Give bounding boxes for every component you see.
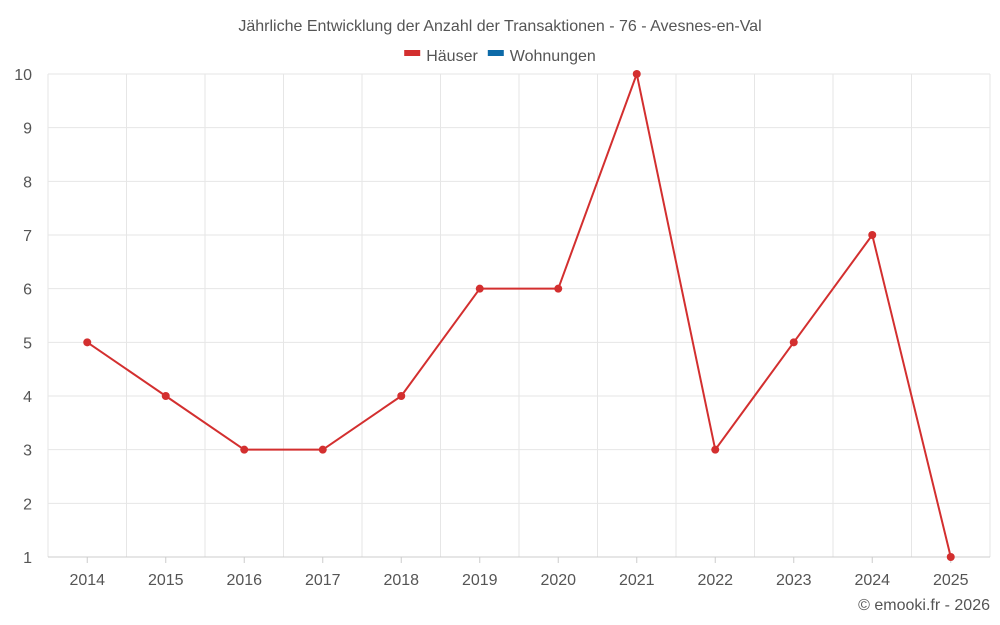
legend-label: Wohnungen: [510, 48, 596, 65]
data-point[interactable]: [475, 284, 484, 293]
x-tick-label: 2016: [226, 572, 262, 589]
data-point[interactable]: [318, 445, 327, 454]
y-tick-label: 3: [23, 443, 32, 460]
series-line-0: [86, 73, 952, 558]
y-tick-label: 1: [23, 550, 32, 567]
data-point[interactable]: [161, 392, 170, 400]
data-point[interactable]: [83, 338, 92, 347]
x-tick-label: 2017: [305, 572, 341, 589]
chart-title: Jährliche Entwicklung der Anzahl der Tra…: [238, 18, 761, 35]
x-tick-label: 2024: [854, 572, 890, 589]
y-tick-label: 2: [23, 496, 32, 513]
credit-text: © emooki.fr - 2026: [858, 597, 990, 614]
legend-item[interactable]: Häuser: [404, 48, 478, 65]
y-tick-label: 9: [23, 121, 32, 138]
data-point[interactable]: [711, 445, 720, 454]
x-tick-label: 2019: [462, 572, 498, 589]
x-tick-label: 2021: [619, 572, 655, 589]
y-tick-label: 10: [14, 67, 32, 84]
x-tick-label: 2022: [697, 572, 733, 589]
legend-swatch: [487, 50, 504, 56]
legend-swatch: [404, 50, 421, 56]
legend-item[interactable]: Wohnungen: [487, 48, 596, 65]
y-tick-label: 6: [23, 282, 32, 299]
data-point[interactable]: [632, 70, 641, 78]
grid: [47, 73, 991, 557]
legend: Häuser Wohnungen: [404, 48, 596, 65]
data-point[interactable]: [789, 338, 798, 347]
x-tick-label: 2025: [933, 572, 969, 589]
data-point[interactable]: [397, 392, 406, 400]
y-tick-label: 4: [23, 389, 32, 406]
x-tick-label: 2023: [776, 572, 812, 589]
y-tick-label: 8: [23, 174, 32, 191]
x-tick-label: 2020: [540, 572, 576, 589]
data-point[interactable]: [946, 553, 955, 561]
axes: 1 2 3 4 5 6 7 8 9 10 2014 2015 2016 2017 2018 2019 2020 2…: [14, 67, 990, 589]
x-tick-label: 2018: [383, 572, 419, 589]
data-point[interactable]: [868, 231, 877, 239]
data-point[interactable]: [240, 445, 249, 454]
legend-label: Häuser: [426, 48, 478, 65]
series-layer: [83, 70, 955, 561]
x-tick-label: 2015: [148, 572, 184, 589]
x-tick-label: 2014: [69, 572, 105, 589]
y-tick-label: 5: [23, 335, 32, 352]
data-point[interactable]: [554, 284, 563, 293]
y-tick-label: 7: [23, 228, 32, 245]
